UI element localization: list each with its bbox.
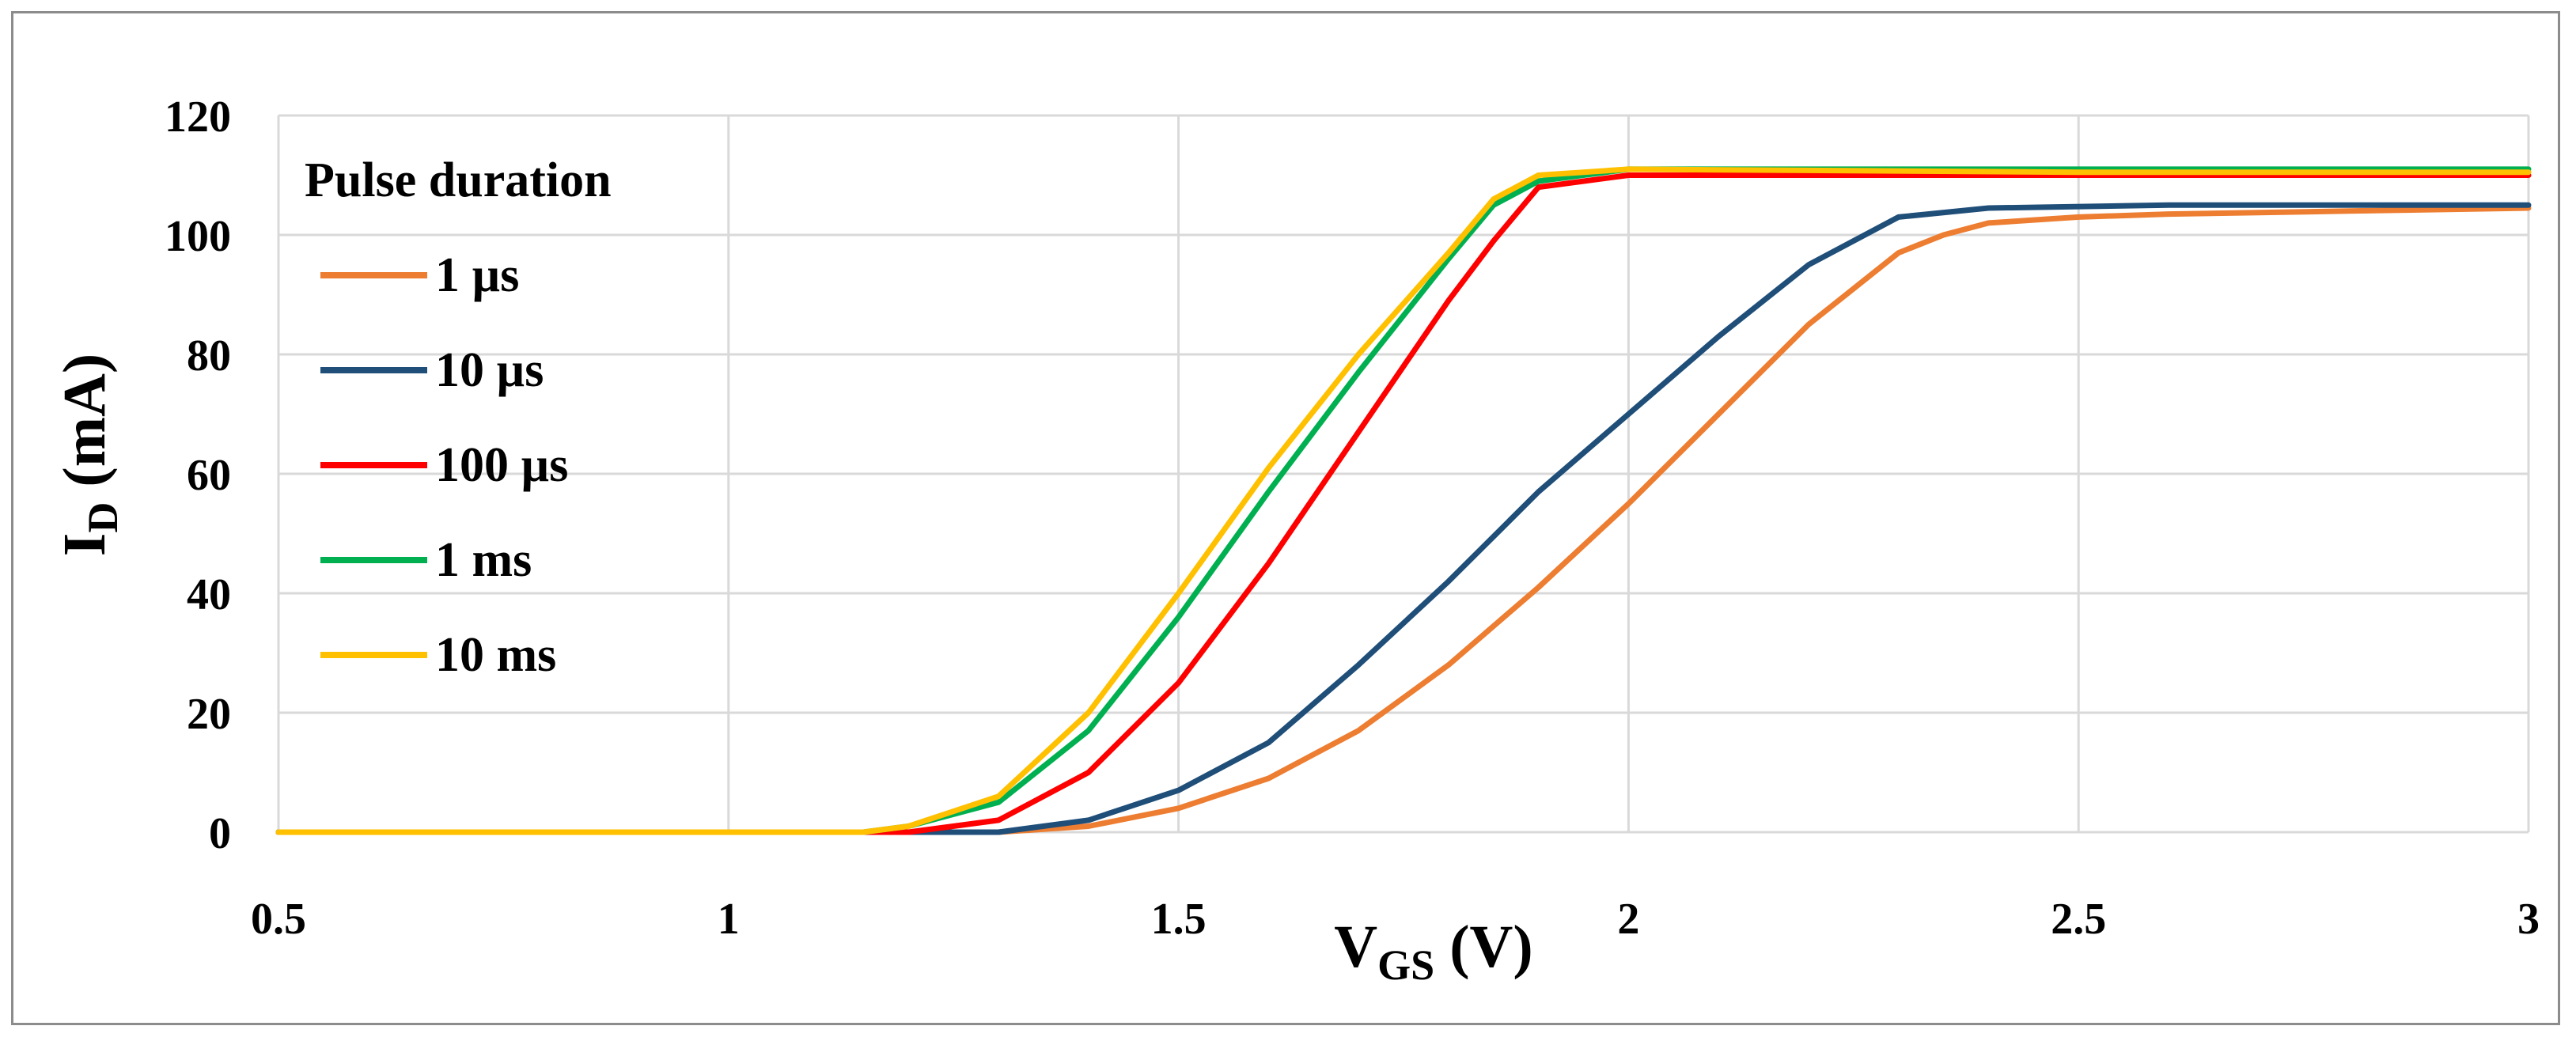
x-tick-label: 2.5: [2051, 895, 2106, 944]
y-tick-label: 20: [187, 690, 231, 739]
y-tick-label: 40: [187, 570, 231, 619]
series-line-3: [275, 172, 2532, 835]
legend-label: 10 µs: [435, 343, 544, 397]
tick-labels: 0 20 40 60 80 100 120 0.5 1 1.5 2 2.5 3: [165, 93, 2540, 944]
y-tick-label: 100: [165, 212, 231, 261]
series-lines: [275, 166, 2532, 835]
x-tick-label: 0.5: [251, 895, 306, 944]
series-line-5: [275, 166, 2532, 835]
x-tick-label: 2: [1617, 895, 1639, 944]
gridlines: [277, 114, 2530, 834]
legend-label: 1 µs: [435, 248, 519, 302]
legend-label: 1 ms: [435, 533, 532, 587]
x-axis-title: VGS (V): [1334, 914, 1532, 989]
series-line-4: [275, 166, 2532, 835]
y-tick-label: 60: [187, 451, 231, 500]
y-tick-label: 0: [209, 809, 231, 858]
chart-frame: [11, 11, 2560, 1025]
legend-title: Pulse duration: [305, 153, 612, 207]
y-tick-label: 120: [165, 93, 231, 142]
legend-label: 100 µs: [435, 438, 568, 492]
x-tick-label: 1.5: [1151, 895, 1207, 944]
x-tick-label: 1: [718, 895, 740, 944]
legend-label: 10 ms: [435, 628, 556, 682]
y-axis-title: ID (mA): [51, 354, 127, 556]
series-line-1: [275, 205, 2532, 835]
series-line-2: [275, 202, 2532, 835]
y-tick-label: 80: [187, 331, 231, 380]
legend: Pulse duration 1 µs 10 µs 100 µs 1 ms 10 ms: [305, 153, 612, 682]
x-tick-label: 3: [2517, 895, 2540, 944]
